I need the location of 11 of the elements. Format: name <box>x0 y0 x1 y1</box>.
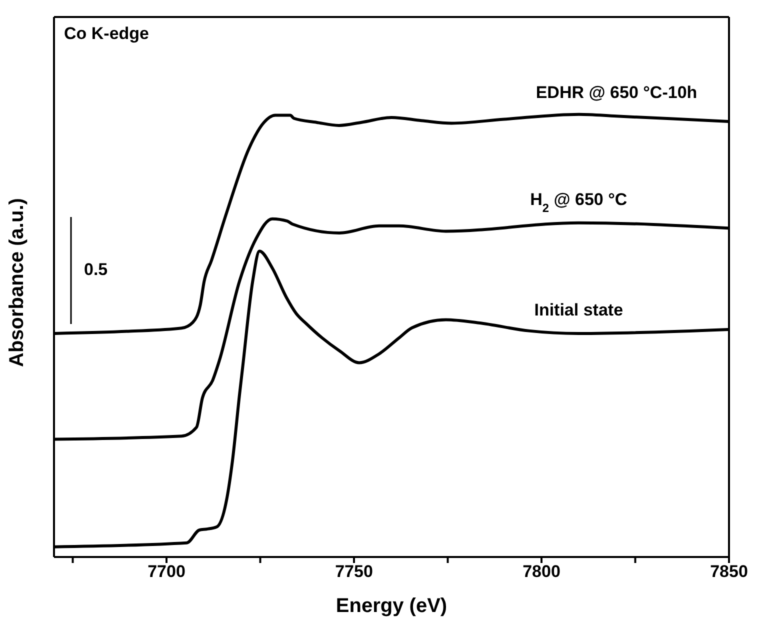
x-axis-title: Energy (eV) <box>336 595 448 617</box>
text: Co K-edge <box>64 24 149 44</box>
y-axis-title: Absorbance (a.u.) <box>6 198 28 367</box>
x-tick-label: 7800 <box>522 562 560 582</box>
annotation: 0.5 <box>84 260 108 280</box>
x-tick-label: 7850 <box>710 562 748 582</box>
x-tick-label: 7750 <box>335 562 373 582</box>
x-tick-label: 7700 <box>148 562 186 582</box>
series-label: EDHR @ 650 °C-10h <box>536 83 698 102</box>
series-label: H$_{2}$ @ 650 °C <box>530 190 628 215</box>
series-label: Initial state <box>534 300 624 320</box>
